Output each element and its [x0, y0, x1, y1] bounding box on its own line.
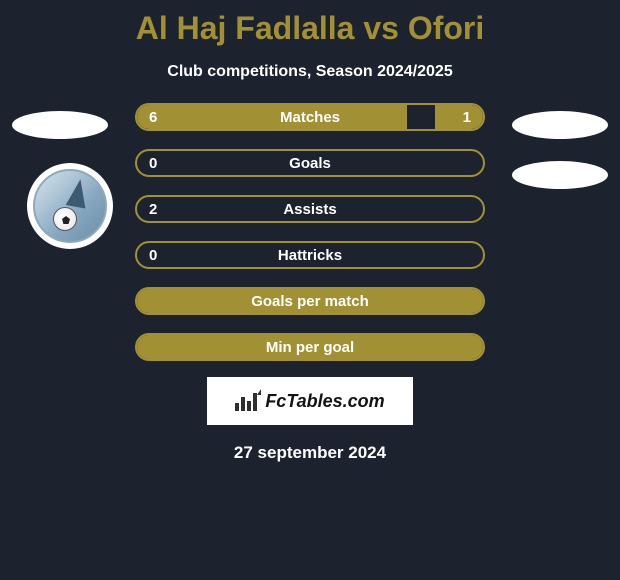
stat-label: Goals per match — [137, 293, 483, 310]
date-text: 27 september 2024 — [0, 443, 620, 463]
player-left-placeholder-ellipse — [12, 111, 108, 139]
stat-bar-matches: 6 Matches 1 — [135, 103, 485, 131]
brand-box: FcTables.com — [207, 377, 413, 425]
page-title: Al Haj Fadlalla vs Ofori — [0, 0, 620, 47]
club-right-placeholder-ellipse — [512, 161, 608, 189]
stat-label: Assists — [137, 201, 483, 218]
stat-bar-hattricks: 0 Hattricks — [135, 241, 485, 269]
stat-label: Hattricks — [137, 247, 483, 264]
page-subtitle: Club competitions, Season 2024/2025 — [0, 63, 620, 81]
bar-chart-icon — [235, 391, 259, 411]
stat-label: Matches — [137, 109, 483, 126]
comparison-area: 6 Matches 1 0 Goals 2 Assists 0 Hattrick… — [0, 103, 620, 463]
stat-bar-goals-per-match: Goals per match — [135, 287, 485, 315]
stat-bar-assists: 2 Assists — [135, 195, 485, 223]
club-left-badge — [27, 163, 113, 249]
stat-bar-goals: 0 Goals — [135, 149, 485, 177]
stat-val-right: 1 — [463, 109, 471, 126]
stat-bar-min-per-goal: Min per goal — [135, 333, 485, 361]
player-right-placeholder-ellipse — [512, 111, 608, 139]
stats-bars: 6 Matches 1 0 Goals 2 Assists 0 Hattrick… — [135, 103, 485, 361]
stat-label: Min per goal — [137, 339, 483, 356]
stat-label: Goals — [137, 155, 483, 172]
brand-text: FcTables.com — [265, 391, 384, 412]
club-left-emblem-icon — [33, 169, 107, 243]
